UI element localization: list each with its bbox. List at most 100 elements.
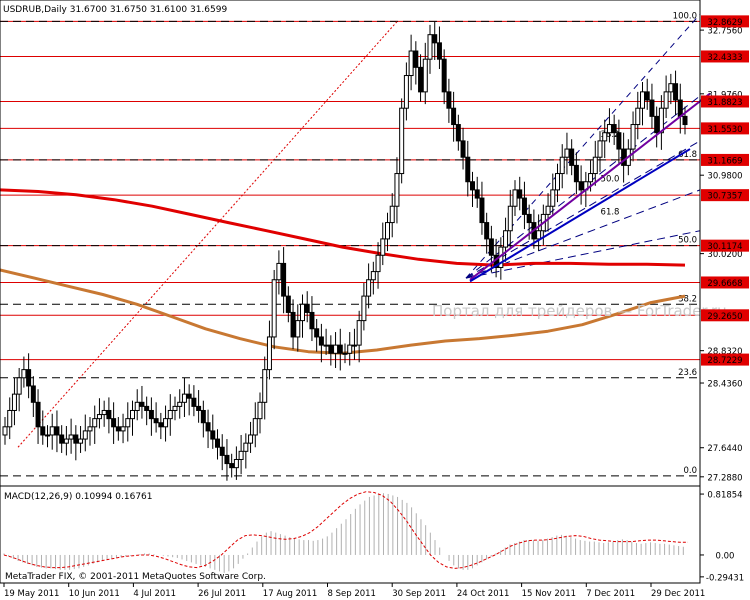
- candle-body-50: [238, 450, 244, 460]
- candle-body-66: [314, 328, 320, 338]
- candle-body-128: [606, 124, 612, 134]
- ma-red-line: [0, 188, 686, 267]
- trend-lines[interactable]: [469, 92, 711, 283]
- candle-body-25: [120, 426, 126, 432]
- candle-body-98: [465, 156, 471, 183]
- candle-body-33: [158, 422, 164, 428]
- time-label-6: 30 Sep 2011: [392, 589, 446, 599]
- candle-body-75: [356, 320, 362, 346]
- candle-body-74: [351, 344, 357, 347]
- candle-body-141: [668, 83, 674, 93]
- fibo-level-label-0: 100.0: [673, 11, 697, 21]
- candle-body-41: [196, 405, 202, 411]
- time-label-4: 17 Aug 2011: [263, 589, 317, 599]
- candle-body-85: [403, 75, 409, 109]
- candle-body-31: [148, 409, 154, 420]
- candle-body-116: [550, 189, 556, 207]
- candle-body-137: [649, 99, 655, 117]
- candle-body-118: [559, 156, 565, 175]
- level-price-label-1: 32.4333: [707, 53, 742, 63]
- candle-body-21: [101, 409, 107, 416]
- fan-label-2: 61.8: [601, 207, 620, 217]
- fibonacci-retracement[interactable]: 100.0 61.8 50.0 38.2 23.6 0.0: [0, 11, 700, 477]
- fibo-level-label-1: 61.8: [678, 150, 697, 160]
- macd-tick-label-0: 0.81854: [707, 491, 742, 501]
- candle-body-45: [215, 438, 220, 448]
- candle-body-36: [172, 405, 178, 411]
- candle-body-72: [342, 352, 348, 355]
- candle-body-5: [26, 369, 32, 387]
- horizontal-levels[interactable]: [0, 20, 700, 361]
- candle-body-131: [621, 148, 627, 166]
- price-tick-label-4: 28.8320: [707, 347, 742, 357]
- candle-body-34: [163, 418, 169, 428]
- level-price-box-9: [701, 353, 749, 366]
- candle-body-90: [427, 34, 433, 60]
- candle-body-140: [663, 91, 669, 109]
- candle-body-97: [460, 140, 466, 158]
- candle-body-35: [167, 409, 173, 420]
- level-price-box-4: [701, 153, 749, 166]
- candle-body-2: [11, 393, 17, 411]
- level-price-box-6: [701, 239, 749, 252]
- candle-body-80: [380, 238, 386, 256]
- candle-body-55: [262, 369, 268, 403]
- level-price-label-6: 30.1174: [707, 242, 742, 252]
- price-axis-level-labels: 32.8629 32.4333 31.8823 31.5530 31.1669 30.73…: [701, 15, 749, 366]
- candle-body-113: [536, 230, 542, 240]
- candle-body-117: [555, 173, 560, 191]
- candle-body-39: [186, 393, 192, 399]
- candle-body-71: [337, 344, 343, 354]
- candle-body-47: [224, 454, 230, 465]
- time-label-1: 10 Jun 2011: [69, 589, 120, 599]
- fibo-base-line: [17, 21, 398, 448]
- candle-body-76: [361, 295, 367, 322]
- time-label-8: 15 Nov 2011: [522, 589, 576, 599]
- candle-body-126: [597, 140, 603, 158]
- candle-body-48: [229, 463, 235, 469]
- candle-body-29: [139, 401, 145, 407]
- candle-body-44: [210, 430, 216, 440]
- candle-body-84: [399, 107, 405, 175]
- candle-body-73: [347, 344, 353, 354]
- candle-body-54: [257, 401, 263, 420]
- candle-body-133: [630, 124, 636, 150]
- candle-body-65: [309, 311, 315, 330]
- candle-body-129: [611, 124, 617, 134]
- candle-body-0: [2, 426, 8, 436]
- candle-body-83: [394, 173, 400, 207]
- candlesticks: [2, 21, 688, 481]
- candle-body-26: [125, 418, 131, 428]
- level-price-box-3: [701, 122, 749, 135]
- candle-body-18: [87, 426, 93, 432]
- trend-line-purple: [469, 92, 711, 281]
- fan-label-1: 50.0: [601, 175, 620, 185]
- price-tick-label-2: 30.9800: [707, 172, 742, 182]
- candle-body-89: [422, 58, 428, 93]
- macd-label: MACD(12,26,9) 0.10994 0.16761: [4, 492, 153, 502]
- candle-body-68: [323, 344, 329, 347]
- level-price-label-7: 29.6668: [707, 279, 742, 289]
- level-price-box-1: [701, 50, 749, 63]
- candle-body-17: [82, 430, 88, 440]
- macd-signal-line: [3, 491, 688, 569]
- candle-body-134: [635, 107, 641, 126]
- candle-body-95: [451, 107, 457, 126]
- candle-body-58: [276, 262, 282, 281]
- time-label-3: 26 Jul 2011: [198, 589, 246, 599]
- candle-body-9: [45, 434, 50, 437]
- candle-body-13: [63, 438, 69, 444]
- candle-body-82: [389, 205, 395, 224]
- candle-body-46: [219, 446, 225, 456]
- candle-body-30: [144, 405, 150, 411]
- candle-body-139: [658, 107, 664, 134]
- macd-tick-label-2: -0.29431: [706, 573, 744, 583]
- fibo-level-label-2: 50.0: [678, 236, 697, 246]
- price-tick-label-7: 27.2880: [707, 473, 742, 483]
- candle-body-20: [96, 414, 102, 420]
- candle-body-78: [370, 271, 376, 281]
- fan-label-0: 38.2: [601, 130, 620, 140]
- candle-body-32: [153, 418, 159, 424]
